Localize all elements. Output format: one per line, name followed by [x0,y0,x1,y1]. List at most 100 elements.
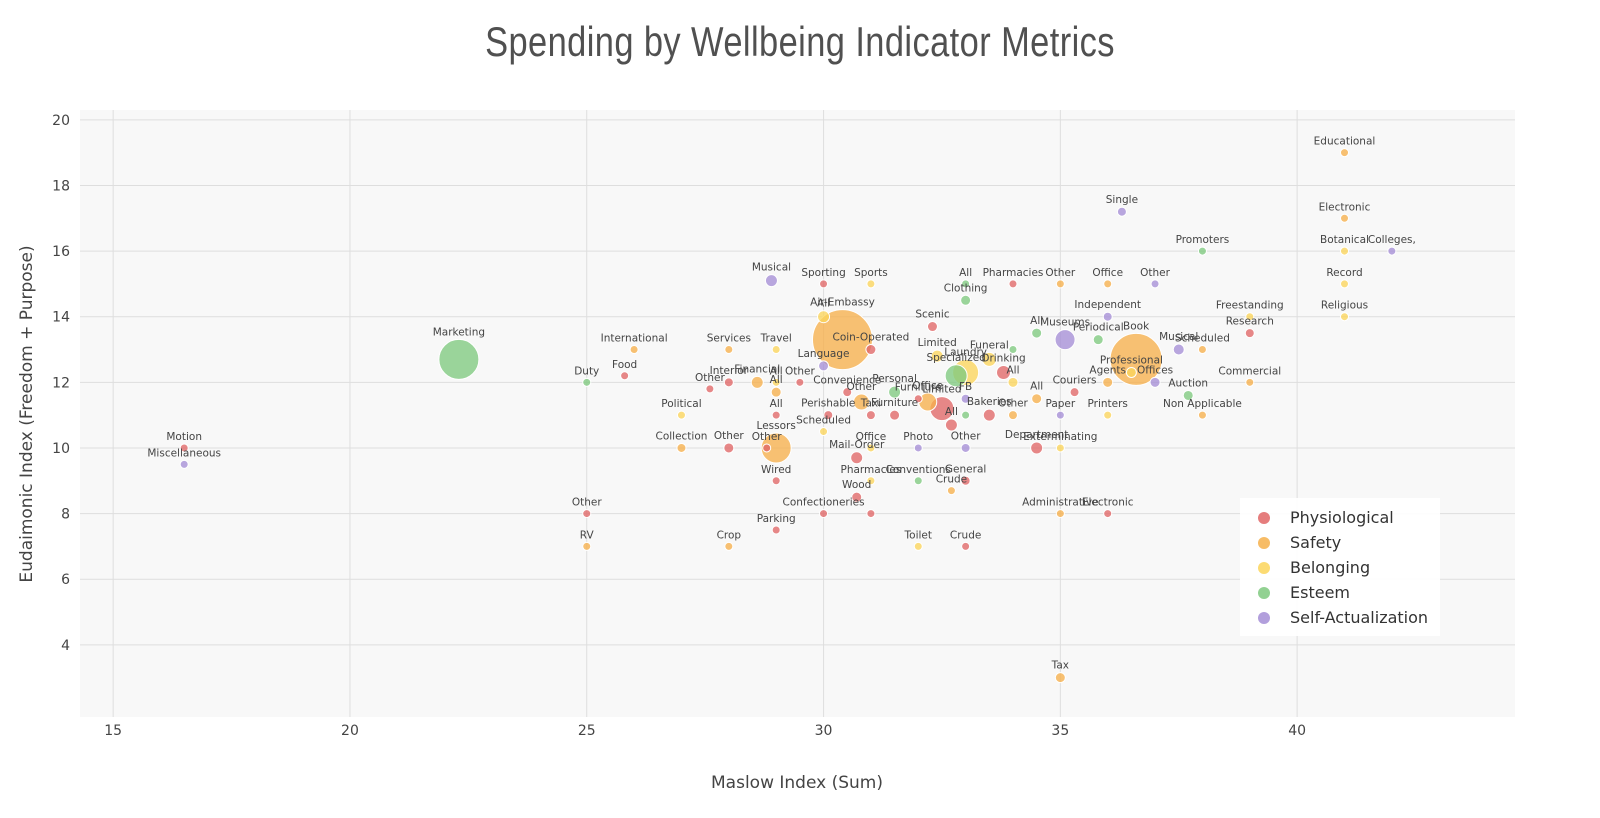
data-point-label: Personal [872,373,917,385]
data-point-belonging [866,279,876,289]
data-point-label: Travel [760,333,792,345]
data-point-label: Administrative [1022,497,1098,509]
data-point-self-actualization [960,393,971,404]
data-point-safety [1245,377,1255,387]
legend-label: Physiological [1290,508,1394,527]
data-point-label: Book [1123,320,1150,332]
data-point-belonging [1340,312,1350,322]
data-point-safety [724,345,734,355]
data-point-label: Couriers [1053,375,1097,387]
data-point-label: Tax [1051,660,1069,672]
data-point-label: Wired [761,464,791,476]
data-point-belonging [817,310,831,324]
data-point-self-actualization [1102,311,1113,322]
y-tick-label: 12 [52,375,70,391]
data-point-physiological [865,344,877,356]
data-point-label: Electronic [1319,201,1371,213]
data-point-belonging [866,443,876,453]
data-point-physiological [1244,328,1255,339]
data-point-label: Limited [922,384,961,396]
data-point-label: Record [1326,267,1362,279]
data-point-esteem [913,476,923,486]
data-point-belonging [866,476,876,486]
data-point-self-actualization [1387,246,1397,256]
y-tick-label: 8 [61,507,70,523]
data-point-label: Services [707,333,751,345]
data-point-label: RV [580,529,595,541]
data-point-physiological [889,409,901,421]
y-tick-label: 10 [52,441,70,457]
data-point-label: Taxi [860,398,881,410]
data-point-label: Clothing [944,282,988,294]
data-point-label: Sports [854,267,888,279]
x-tick-label: 25 [578,723,596,739]
data-point-label: International [601,333,668,345]
data-point-belonging [1340,246,1350,256]
y-tick-label: 16 [52,244,70,260]
data-point-esteem [888,385,902,399]
data-point-physiological [819,509,829,519]
data-point-esteem [944,364,968,388]
data-point-label: Other [785,365,815,377]
data-point-belonging [981,351,997,367]
data-point-label: Political [661,398,701,410]
data-point-physiological [960,475,971,486]
data-point-label: Scheduled [796,415,851,427]
data-point-physiological [823,410,834,421]
data-point-physiological [865,410,876,421]
data-point-physiological [944,418,958,432]
data-point-label: All [1030,315,1043,327]
data-point-label: Pharmacies [840,464,901,476]
data-point-self-actualization [960,442,971,453]
data-point-label: Freestanding [1216,300,1284,312]
data-point-label: Office [856,431,887,443]
data-point-physiological [771,525,781,535]
data-point-safety [1007,410,1018,421]
data-point-label: Crude [936,474,967,486]
data-point-physiological [1069,387,1080,398]
data-point-esteem [960,294,972,306]
data-point-label: Religious [1321,300,1368,312]
data-point-esteem [961,410,971,420]
data-point-label: Crop [717,529,742,541]
data-point-self-actualization [1150,279,1160,289]
data-point-safety [760,432,792,464]
legend-label: Belonging [1290,558,1370,577]
y-tick-label: 18 [52,178,70,194]
chart-title: Spending by Wellbeing Indicator Metrics [485,18,1115,65]
data-point-label: FB [959,381,972,393]
legend-label: Esteem [1290,583,1350,602]
data-point-label: Furniture [871,397,918,409]
data-point-self-actualization [1054,329,1076,351]
data-point-label: Offices [1137,364,1173,376]
data-point-physiological [1008,279,1018,289]
data-point-safety [1054,672,1066,684]
data-point-label: Botanical [1320,234,1369,246]
data-point-label: Laundry [944,346,987,358]
legend-marker [1258,612,1270,624]
data-point-esteem [438,338,480,380]
data-point-physiological [851,491,863,503]
data-point-belonging [676,410,686,420]
data-point-safety [1102,376,1114,388]
data-point-label: Mail-Order [829,439,885,451]
data-point-self-actualization [818,360,830,372]
data-point-belonging [913,541,923,551]
data-point-label: Museums [1040,317,1090,329]
data-points [179,148,1397,684]
data-point-label: Limited [918,337,957,349]
data-point-label: Food [612,359,637,371]
data-point-label: Interior [710,365,749,377]
data-point-label: Musical [1159,331,1198,343]
x-tick-label: 40 [1288,723,1306,739]
x-tick-label: 30 [815,723,833,739]
data-point-label: Air-Embassy [810,297,875,309]
legend-marker [1258,562,1270,574]
data-point-label: All [770,374,783,386]
data-point-label: Other [695,372,725,384]
data-point-physiological [982,408,996,422]
data-point-safety [811,309,873,371]
data-point-belonging [771,377,781,387]
x-axis-title: Maslow Index (Sum) [711,773,883,793]
data-point-label: All [1030,381,1043,393]
